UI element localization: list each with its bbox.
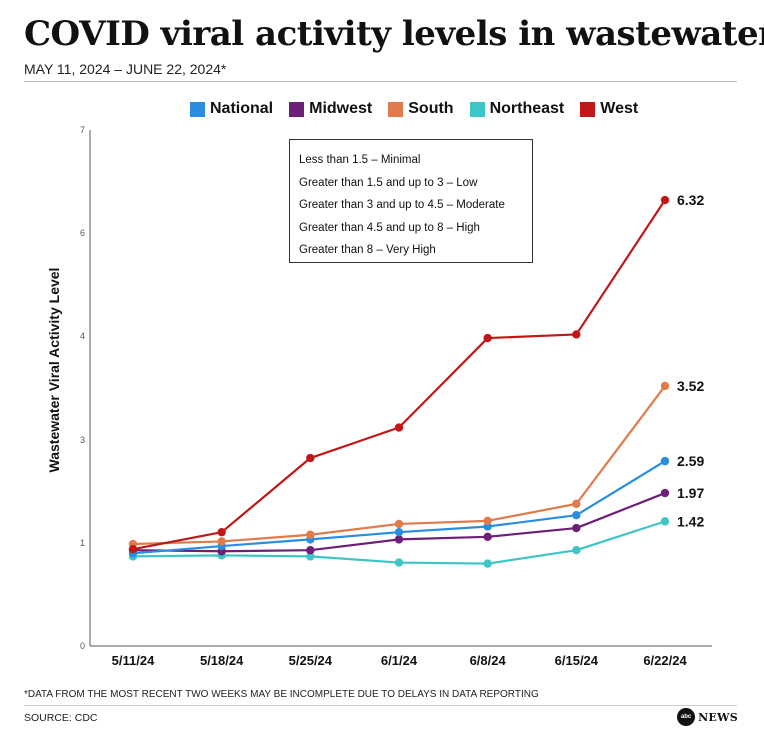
key-line-very-high: Greater than 8 – Very High: [299, 244, 436, 256]
data-point-south: [572, 499, 581, 509]
data-point-northeast: [306, 552, 315, 561]
data-point-west: [128, 544, 138, 554]
key-line-minimal: Less than 1.5 – Minimal: [299, 154, 421, 166]
legend-label-west: West: [600, 100, 639, 117]
end-value-label-south: 3.52: [677, 378, 704, 394]
data-point-national: [394, 527, 404, 537]
data-point-south: [660, 381, 670, 391]
y-tick-label: 3: [80, 435, 85, 445]
chart-subtitle: MAY 11, 2024 – JUNE 22, 2024*: [24, 61, 227, 77]
data-point-northeast: [572, 546, 581, 555]
x-tick-label: 6/22/24: [643, 653, 687, 668]
data-point-midwest: [306, 546, 315, 555]
legend-label-northeast: Northeast: [489, 100, 565, 117]
top-divider: [24, 81, 737, 82]
end-value-label-national: 2.59: [677, 453, 704, 469]
y-tick-label: 4: [80, 331, 85, 341]
y-axis-label: Wastewater Viral Activity Level: [46, 267, 62, 473]
x-tick-label: 6/1/24: [381, 653, 418, 668]
x-tick-label: 6/8/24: [470, 653, 507, 668]
legend-label-national: National: [210, 100, 274, 117]
y-tick-label: 0: [80, 641, 85, 651]
data-point-midwest: [394, 535, 404, 544]
data-point-west: [483, 333, 492, 343]
data-point-northeast: [483, 559, 492, 568]
legend-label-midwest: Midwest: [309, 100, 373, 117]
bottom-divider: [24, 705, 737, 706]
data-point-south: [217, 537, 226, 546]
legend-item-midwest: Midwest: [289, 100, 372, 118]
data-point-northeast: [394, 558, 404, 567]
abc-news-logo: abc NEWS: [677, 708, 738, 726]
data-point-midwest: [660, 488, 670, 498]
y-tick-label: 6: [80, 228, 85, 238]
x-tick-label: 5/11/24: [112, 653, 155, 668]
data-point-south: [306, 530, 315, 539]
legend-item-national: National: [190, 100, 273, 118]
legend-item-northeast: Northeast: [469, 100, 565, 118]
x-tick-label: 5/18/24: [200, 653, 244, 668]
activity-level-key: Less than 1.5 – Minimal Greater than 1.5…: [289, 139, 533, 263]
key-line-moderate: Greater than 3 and up to 4.5 – Moderate: [299, 199, 505, 211]
end-value-label-west: 6.32: [677, 192, 704, 208]
news-logo-text: NEWS: [698, 710, 738, 724]
y-tick-label: 1: [80, 538, 85, 548]
data-point-midwest: [483, 532, 492, 542]
legend-swatch-south: [388, 101, 404, 117]
key-line-low: Greater than 1.5 and up to 3 – Low: [299, 176, 478, 189]
data-point-midwest: [572, 523, 581, 533]
legend-item-west: West: [580, 100, 638, 118]
x-tick-label: 5/25/24: [289, 653, 333, 668]
legend-swatch-midwest: [289, 101, 305, 117]
data-point-west: [306, 453, 315, 463]
data-point-south: [394, 519, 404, 529]
legend-swatch-national: [190, 101, 205, 117]
footnote: *DATA FROM THE MOST RECENT TWO WEEKS MAY…: [24, 689, 539, 700]
legend-swatch-northeast: [469, 101, 485, 117]
data-point-west: [660, 195, 670, 205]
end-value-label-midwest: 1.97: [677, 485, 704, 501]
chart-title: COVID viral activity levels in wastewate…: [24, 14, 764, 54]
end-value-label-northeast: 1.42: [677, 513, 704, 529]
legend-item-south: South: [388, 100, 454, 118]
key-line-high: Greater than 4.5 and up to 8 – High: [299, 221, 480, 234]
data-point-national: [572, 510, 581, 520]
x-tick-label: 6/15/24: [555, 653, 599, 668]
data-point-national: [660, 456, 670, 466]
data-point-south: [483, 516, 492, 526]
data-point-west: [217, 527, 226, 537]
data-point-northeast: [660, 517, 670, 526]
legend-swatch-west: [580, 101, 596, 117]
legend: National Midwest South Northeast West: [190, 100, 638, 118]
abc-logo-icon: abc: [677, 708, 696, 726]
data-point-west: [572, 330, 581, 339]
y-tick-label: 7: [80, 125, 85, 135]
legend-label-south: South: [408, 100, 454, 117]
data-point-west: [394, 423, 404, 432]
source-credit: SOURCE: CDC: [24, 712, 98, 724]
